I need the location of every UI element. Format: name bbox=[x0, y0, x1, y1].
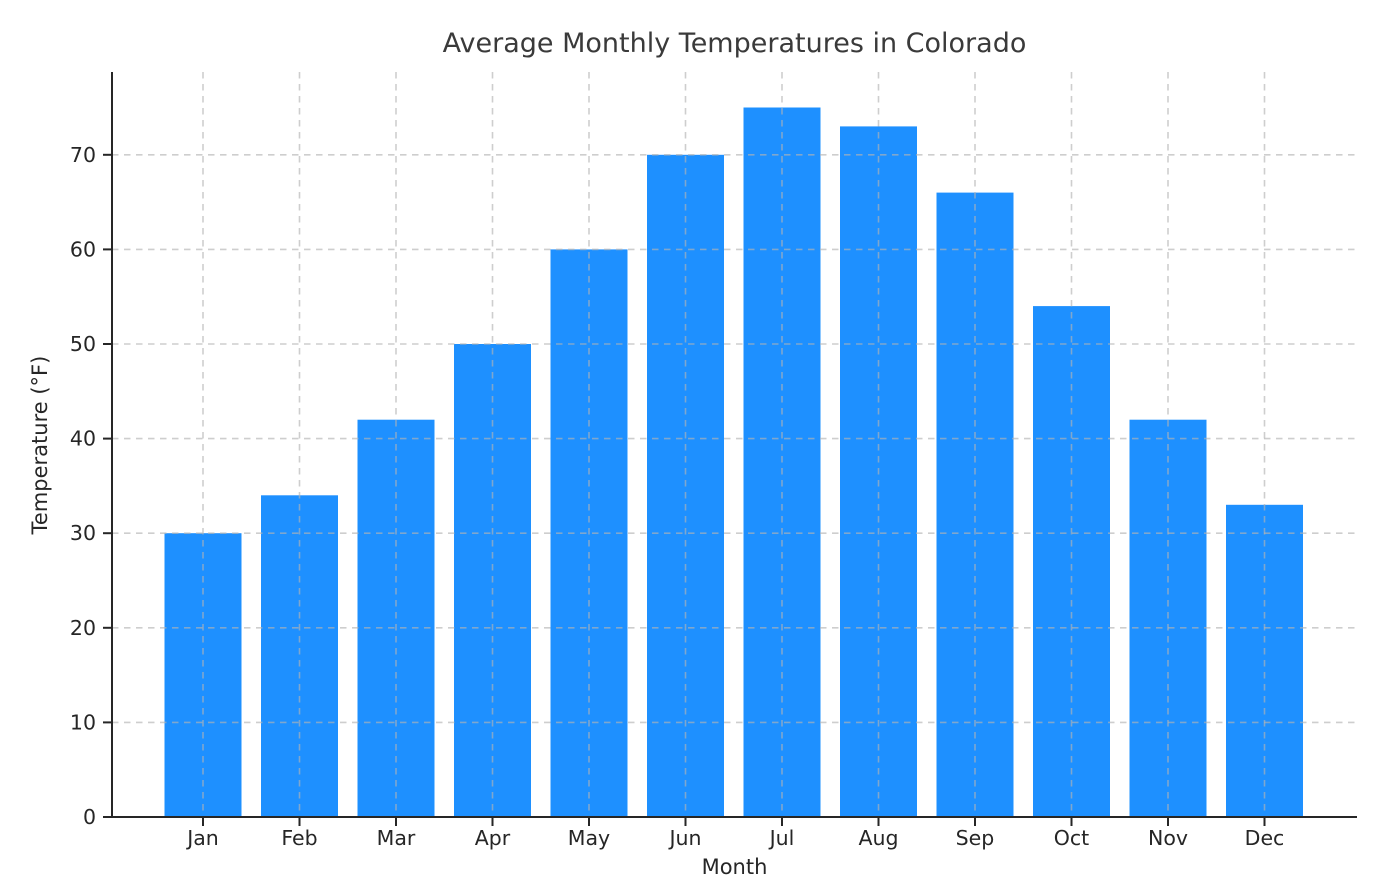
x-tick-label-jun: Jun bbox=[667, 826, 701, 850]
y-tick-label-40: 40 bbox=[70, 427, 96, 451]
bar-oct bbox=[1033, 306, 1110, 817]
y-tick-label-20: 20 bbox=[70, 616, 96, 640]
y-tick-label-70: 70 bbox=[70, 143, 96, 167]
x-tick-label-mar: Mar bbox=[377, 826, 416, 850]
y-tick-label-10: 10 bbox=[70, 710, 96, 734]
x-tick-label-aug: Aug bbox=[858, 826, 898, 850]
y-tick-label-30: 30 bbox=[70, 521, 96, 545]
x-tick-label-feb: Feb bbox=[281, 826, 317, 850]
x-tick-label-jul: Jul bbox=[768, 826, 795, 850]
x-tick-label-apr: Apr bbox=[475, 826, 511, 850]
y-tick-label-0: 0 bbox=[83, 805, 96, 829]
y-tick-label-50: 50 bbox=[70, 332, 96, 356]
x-tick-label-dec: Dec bbox=[1245, 826, 1285, 850]
x-tick-label-jan: Jan bbox=[185, 826, 219, 850]
x-tick-label-oct: Oct bbox=[1054, 826, 1089, 850]
chart-title: Average Monthly Temperatures in Colorado bbox=[442, 28, 1027, 59]
x-axis-label: Month bbox=[701, 855, 768, 879]
y-tick-label-60: 60 bbox=[70, 237, 96, 261]
x-tick-label-nov: Nov bbox=[1148, 826, 1188, 850]
bar-feb bbox=[261, 495, 338, 817]
x-tick-label-may: May bbox=[568, 826, 610, 850]
x-tick-label-sep: Sep bbox=[956, 826, 995, 850]
